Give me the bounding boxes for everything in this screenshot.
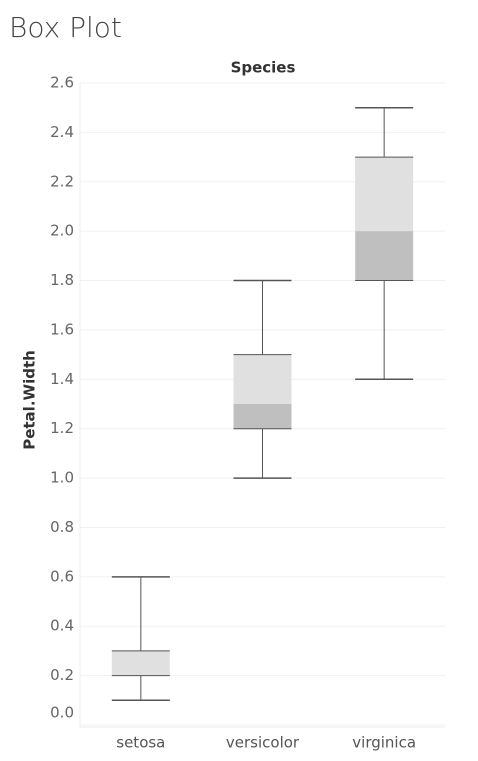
x-tick-label: setosa <box>116 734 165 752</box>
y-tick-label: 1.8 <box>50 271 74 289</box>
y-tick-label: 2.4 <box>50 123 74 141</box>
y-tick-label: 1.0 <box>50 469 74 487</box>
box-upper <box>233 354 292 404</box>
y-tick-label: 2.2 <box>50 172 74 190</box>
x-tick-label: versicolor <box>226 734 300 752</box>
box-lower <box>355 231 414 281</box>
y-tick-label: 0.8 <box>50 518 74 536</box>
y-tick-label: 2.6 <box>50 74 74 92</box>
y-tick-label: 0.0 <box>50 704 74 722</box>
box-upper <box>355 157 414 232</box>
y-tick-label: 2.0 <box>50 222 74 240</box>
chart-title: Box Plot <box>9 11 122 44</box>
y-axis-label: Petal.Width <box>21 350 39 450</box>
column-header: Species <box>231 59 296 77</box>
y-tick-label: 1.4 <box>50 370 74 388</box>
x-tick-label: virginica <box>352 734 416 752</box>
y-tick-label: 0.2 <box>50 666 74 684</box>
y-tick-label: 0.6 <box>50 567 74 585</box>
y-tick-label: 1.2 <box>50 419 74 437</box>
y-tick-label: 1.6 <box>50 320 74 338</box>
box-upper <box>111 650 170 676</box>
box-lower <box>233 404 292 429</box>
y-tick-label: 0.4 <box>50 617 74 635</box>
